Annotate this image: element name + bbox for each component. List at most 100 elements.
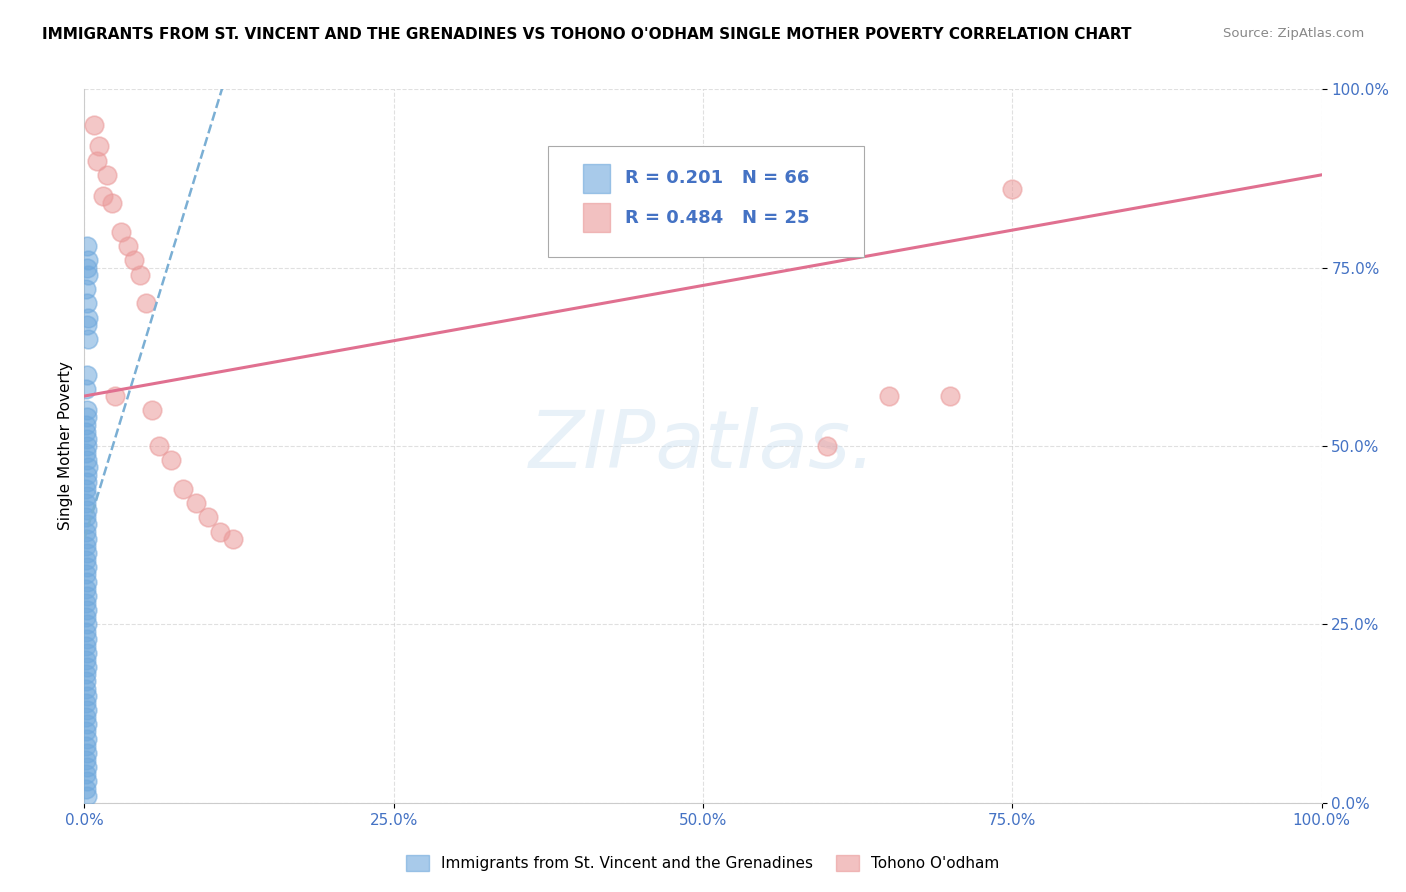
Point [76, 403, 98, 417]
Point [76, 717, 98, 731]
Point [222, 532, 245, 546]
Point [76, 660, 98, 674]
Point [76, 239, 98, 253]
Point [75, 425, 97, 439]
Point [76, 260, 98, 275]
Point [91, 189, 114, 203]
Point [77, 460, 100, 475]
FancyBboxPatch shape [583, 164, 610, 193]
Text: R = 0.484   N = 25: R = 0.484 N = 25 [626, 209, 810, 227]
Point [76, 546, 98, 560]
Point [76, 453, 98, 467]
Point [135, 296, 157, 310]
Point [184, 496, 207, 510]
Legend: Immigrants from St. Vincent and the Grenadines, Tohono O'odham: Immigrants from St. Vincent and the Gren… [401, 849, 1005, 877]
Point [110, 225, 132, 239]
Point [89, 139, 111, 153]
Point [75, 710, 97, 724]
Point [76, 774, 98, 789]
Text: IMMIGRANTS FROM ST. VINCENT AND THE GRENADINES VS TOHONO O'ODHAM SINGLE MOTHER P: IMMIGRANTS FROM ST. VINCENT AND THE GREN… [42, 27, 1132, 42]
Point [76, 731, 98, 746]
Point [76, 760, 98, 774]
Point [76, 467, 98, 482]
Point [754, 239, 776, 253]
Point [76, 603, 98, 617]
Point [75, 610, 97, 624]
Point [75, 510, 97, 524]
Point [1001, 182, 1024, 196]
Point [75, 382, 97, 396]
Point [76, 318, 98, 332]
FancyBboxPatch shape [583, 203, 610, 232]
Point [75, 624, 97, 639]
Point [104, 389, 127, 403]
Point [75, 639, 97, 653]
Point [77, 253, 100, 268]
Point [148, 439, 170, 453]
Point [129, 268, 152, 282]
Point [141, 403, 163, 417]
Point [76, 746, 98, 760]
Point [75, 539, 97, 553]
Point [76, 689, 98, 703]
Point [172, 482, 194, 496]
Point [75, 496, 97, 510]
Point [75, 667, 97, 681]
Point [83, 118, 105, 132]
Point [75, 567, 97, 582]
Point [76, 632, 98, 646]
Point [77, 268, 100, 282]
Point [939, 389, 962, 403]
Point [75, 653, 97, 667]
Point [76, 489, 98, 503]
Point [76, 503, 98, 517]
Point [197, 510, 219, 524]
Point [76, 589, 98, 603]
Point [122, 253, 145, 268]
Point [76, 475, 98, 489]
Point [75, 553, 97, 567]
Point [76, 517, 98, 532]
Point [75, 446, 97, 460]
Point [75, 596, 97, 610]
Point [76, 617, 98, 632]
Point [815, 439, 838, 453]
Point [209, 524, 232, 539]
Point [76, 410, 98, 425]
Point [77, 332, 100, 346]
Point [76, 574, 98, 589]
Y-axis label: Single Mother Poverty: Single Mother Poverty [58, 361, 73, 531]
Point [75, 781, 97, 796]
Point [75, 282, 97, 296]
Text: ZIPatlas.: ZIPatlas. [529, 407, 877, 485]
Point [877, 389, 900, 403]
Point [75, 417, 97, 432]
Point [75, 696, 97, 710]
Point [76, 646, 98, 660]
Point [76, 432, 98, 446]
Point [117, 239, 139, 253]
Point [75, 739, 97, 753]
Point [75, 681, 97, 696]
Point [96, 168, 118, 182]
Point [75, 524, 97, 539]
Text: Source: ZipAtlas.com: Source: ZipAtlas.com [1223, 27, 1364, 40]
Point [76, 789, 98, 803]
Point [75, 753, 97, 767]
Point [76, 532, 98, 546]
Point [75, 482, 97, 496]
Point [77, 310, 100, 325]
Point [76, 560, 98, 574]
Point [86, 153, 108, 168]
Point [75, 724, 97, 739]
Point [76, 368, 98, 382]
FancyBboxPatch shape [548, 146, 863, 257]
Point [160, 453, 183, 467]
Point [75, 582, 97, 596]
Point [76, 296, 98, 310]
Point [75, 674, 97, 689]
Point [75, 767, 97, 781]
Point [76, 703, 98, 717]
Text: R = 0.201   N = 66: R = 0.201 N = 66 [626, 169, 810, 187]
Point [76, 439, 98, 453]
